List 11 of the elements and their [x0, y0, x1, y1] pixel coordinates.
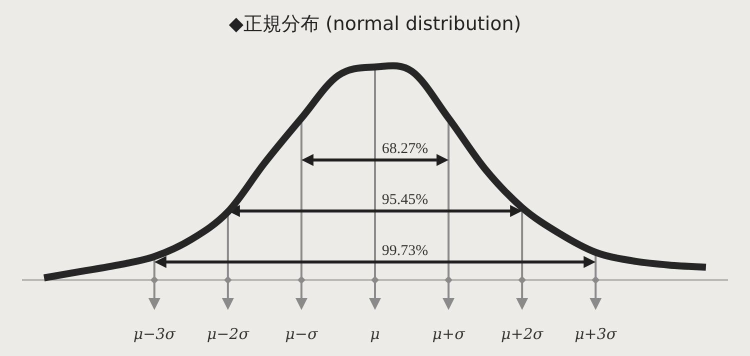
annotation: 68.27% [382, 141, 428, 157]
annotation: 95.45% [382, 192, 428, 208]
x-tick-label: μ [370, 325, 380, 343]
x-tick-label: μ+3σ [574, 325, 618, 343]
annotation: 99.73% [382, 243, 428, 259]
x-tick-label: μ−3σ [133, 325, 176, 343]
x-tick-label: μ+2σ [501, 325, 544, 343]
chart-title: ◆正規分布 (normal distribution) [228, 13, 522, 35]
x-tick-label: μ−2σ [206, 325, 250, 343]
x-tick-label: μ−σ [285, 325, 318, 343]
x-tick-label: μ+σ [432, 325, 466, 343]
